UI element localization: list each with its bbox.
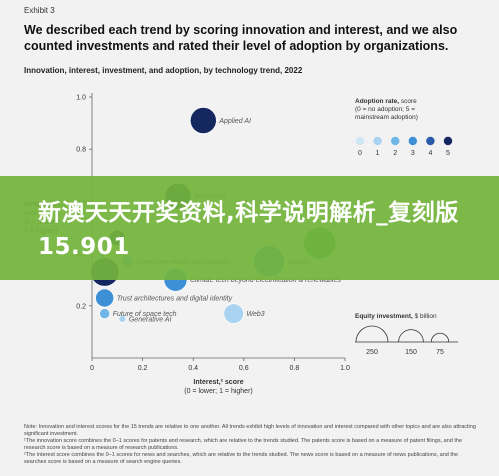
- adoption-legend-sub-2: mainstream adoption): [355, 114, 418, 121]
- equity-legend-title-rest: $ billion: [412, 313, 437, 320]
- equity-legend-label: 75: [436, 349, 444, 356]
- adoption-legend-title: Adoption rate,: [355, 98, 400, 105]
- adoption-level-label: 1: [376, 150, 380, 157]
- x-tick-label: 0.2: [138, 365, 148, 372]
- adoption-level-label: 3: [411, 150, 415, 157]
- x-tick-label: 1.0: [340, 365, 350, 372]
- y-tick-label: 0.8: [76, 147, 86, 154]
- equity-legend-arc: [430, 332, 450, 343]
- adoption-swatch: [443, 136, 453, 146]
- x-tick-label: 0: [90, 365, 94, 372]
- bubble: [99, 308, 111, 319]
- bubble: [190, 107, 217, 134]
- promo-banner[interactable]: [0, 176, 499, 280]
- bubble-label: Generative AI: [129, 316, 172, 323]
- adoption-swatch: [391, 136, 400, 146]
- footnote-1: ¹The innovation score combines the 0–1 s…: [24, 438, 463, 451]
- bubble-label: Applied AI: [218, 118, 251, 125]
- adoption-swatch: [373, 136, 382, 146]
- adoption-swatch: [355, 136, 365, 146]
- bubble-label: Trust architectures and digital identity: [117, 295, 233, 302]
- equity-legend-label: 150: [405, 349, 417, 356]
- footnote-2: ²The interest score combines the 0–1 sco…: [24, 452, 459, 465]
- x-axis-sublabel: (0 = lower; 1 = higher): [184, 388, 252, 395]
- footnote-note: Note: Innovation and interest scores for…: [24, 424, 476, 437]
- adoption-legend-sub-1: (0 = no adoption; 5 =: [355, 106, 415, 113]
- footnotes: Note: Innovation and interest scores for…: [24, 424, 479, 466]
- bubble: [223, 303, 244, 324]
- equity-legend-label: 250: [366, 349, 378, 356]
- adoption-swatch: [426, 136, 435, 146]
- adoption-level-label: 5: [446, 150, 450, 157]
- bubble-label: Climate tech beyond electrification & re…: [190, 277, 341, 284]
- adoption-level-label: 0: [358, 150, 362, 157]
- bubble-label: Future of space tech: [113, 311, 177, 318]
- equity-legend-title-bold: Equity investment,: [355, 313, 413, 320]
- x-tick-label: 0.8: [290, 365, 300, 372]
- exhibit-label: Exhibit 3: [24, 6, 55, 15]
- y-tick-label: 1.0: [76, 95, 86, 102]
- adoption-legend-title-rest: score: [399, 98, 417, 105]
- equity-legend-arc: [355, 325, 389, 343]
- x-axis-label: Interest,² score: [193, 379, 243, 386]
- bubble: [95, 288, 115, 308]
- chart-title: Innovation, interest, investment, and ad…: [24, 66, 303, 75]
- x-tick-label: 0.6: [239, 365, 249, 372]
- adoption-legend: Adoption rate, score (0 = no adoption; 5…: [355, 98, 418, 122]
- adoption-swatch: [408, 136, 417, 146]
- bubble-label: Web3: [247, 311, 265, 318]
- x-tick-label: 0.4: [188, 365, 198, 372]
- y-tick-label: 0.2: [76, 303, 86, 310]
- promo-banner-text[interactable]: 新澳天天开奖资料,科学说明解析_复刻版15.901: [38, 200, 459, 260]
- equity-legend-title: Equity investment, $ billion: [355, 313, 437, 320]
- bubble: [118, 315, 127, 323]
- headline: We described each trend by scoring innov…: [24, 23, 458, 53]
- adoption-level-label: 4: [428, 150, 432, 157]
- equity-legend-arc: [398, 329, 424, 343]
- adoption-level-label: 2: [393, 150, 397, 157]
